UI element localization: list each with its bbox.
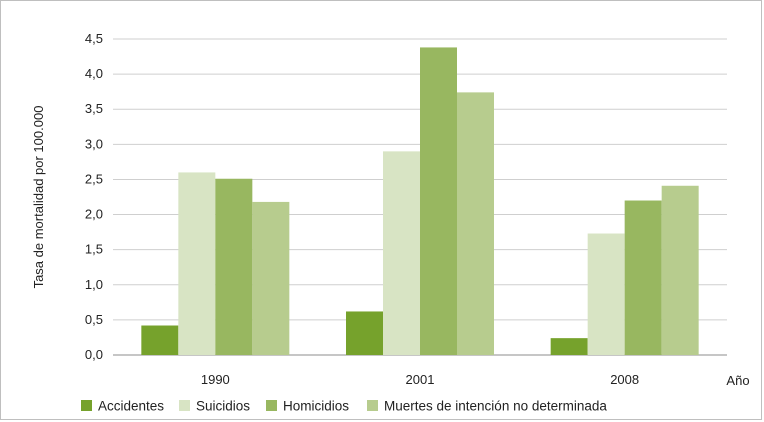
y-tick-label: 3,5 [85, 101, 103, 116]
bar-suicidios-2008 [587, 233, 625, 355]
legend: Accidentes Suicidios Homicidios Muertes de … [81, 399, 607, 414]
x-tick-label: 2001 [406, 372, 435, 387]
legend-swatch [367, 400, 378, 411]
bar-suicidios-2001 [383, 151, 420, 355]
legend-swatch [81, 400, 92, 411]
y-tick-label: 0,5 [85, 312, 103, 327]
x-tick-label: 1990 [201, 372, 230, 387]
x-tick-label: 2008 [610, 372, 639, 387]
legend-label: Muertes de intención no determinada [384, 399, 607, 414]
bar-suicidios-1990 [178, 172, 216, 355]
bar-accidentes-2008 [550, 338, 588, 355]
y-tick-label: 1,0 [85, 277, 103, 292]
y-tick-label: 1,5 [85, 242, 103, 257]
legend-label: Accidentes [98, 399, 164, 414]
legend-label: Suicidios [196, 399, 250, 414]
y-tick-label: 3,0 [85, 136, 103, 151]
bar-homicidios-2001 [420, 47, 457, 355]
x-axis-ticks: 1990 2001 2008 [201, 372, 639, 387]
y-axis-title: Tasa de mortalidad por 100.000 [31, 106, 46, 289]
bar-muertes-de-intención-no-determinada-1990 [252, 201, 290, 355]
bar-accidentes-1990 [141, 325, 179, 355]
bars [141, 47, 699, 355]
bar-muertes-de-intención-no-determinada-2001 [457, 92, 494, 355]
bar-homicidios-1990 [215, 178, 253, 355]
bar-accidentes-2001 [346, 311, 383, 355]
x-axis-title: Año [726, 373, 749, 388]
y-axis-ticks: 0,0 0,5 1,0 1,5 2,0 2,5 3,0 3,5 4,0 4,5 [85, 31, 103, 362]
legend-label: Homicidios [283, 399, 349, 414]
bar-muertes-de-intención-no-determinada-2008 [661, 185, 699, 355]
bar-homicidios-2008 [624, 200, 662, 355]
y-tick-label: 0,0 [85, 347, 103, 362]
y-tick-label: 4,0 [85, 66, 103, 81]
y-tick-label: 2,5 [85, 171, 103, 186]
legend-swatch [266, 400, 277, 411]
y-tick-label: 2,0 [85, 207, 103, 222]
y-tick-label: 4,5 [85, 31, 103, 46]
legend-swatch [179, 400, 190, 411]
